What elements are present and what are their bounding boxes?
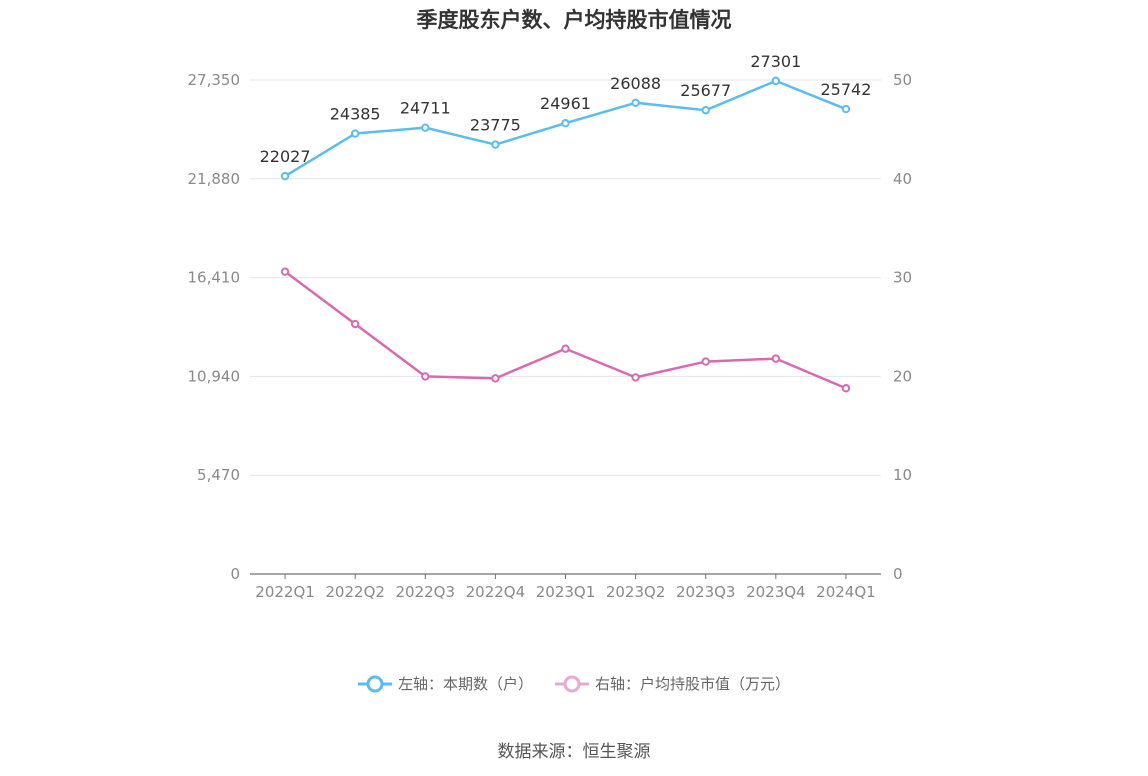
- left-axis-tick-label: 21,880: [188, 170, 241, 188]
- data-label: 26088: [610, 74, 661, 93]
- legend-item-right-axis[interactable]: 右轴：户均持股市值（万元）: [555, 673, 790, 694]
- x-axis-tick-label: 2022Q1: [255, 583, 315, 601]
- data-point: [632, 374, 638, 380]
- data-point: [562, 346, 568, 352]
- right-axis-tick-label: 30: [893, 269, 912, 287]
- data-point: [352, 321, 358, 327]
- data-point: [843, 385, 849, 391]
- data-point: [562, 120, 568, 126]
- data-point: [703, 107, 709, 113]
- data-source: 数据来源：恒生聚源: [0, 737, 1148, 762]
- left-axis-tick-label: 27,350: [188, 71, 241, 89]
- x-axis-tick-label: 2023Q4: [746, 583, 806, 601]
- legend-label: 左轴：本期数（户）: [398, 673, 533, 694]
- data-label: 23775: [470, 116, 521, 135]
- legend-marker-icon: [555, 674, 589, 694]
- right-axis-tick-label: 40: [893, 170, 912, 188]
- left-axis-tick-label: 10,940: [188, 367, 241, 385]
- data-point: [352, 130, 358, 136]
- x-axis-tick-label: 2024Q1: [816, 583, 876, 601]
- data-point: [282, 268, 288, 274]
- data-point: [492, 375, 498, 381]
- right-axis-tick-label: 20: [893, 367, 912, 385]
- data-label: 24711: [400, 99, 451, 118]
- data-point: [282, 173, 288, 179]
- data-label: 25742: [820, 80, 871, 99]
- left-axis-tick-label: 0: [230, 565, 240, 583]
- right-axis-tick-label: 10: [893, 466, 912, 484]
- left-axis-tick-label: 5,470: [197, 466, 240, 484]
- x-axis-tick-label: 2023Q3: [676, 583, 736, 601]
- right-axis-tick-label: 0: [893, 565, 903, 583]
- x-axis-tick-label: 2022Q2: [325, 583, 385, 601]
- data-point: [492, 141, 498, 147]
- legend: 左轴：本期数（户） 右轴：户均持股市值（万元）: [0, 673, 1148, 694]
- legend-item-left-axis[interactable]: 左轴：本期数（户）: [358, 673, 533, 694]
- x-axis-tick-label: 2022Q4: [466, 583, 526, 601]
- data-label: 22027: [260, 147, 311, 166]
- legend-marker-icon: [358, 674, 392, 694]
- x-axis-tick-label: 2023Q2: [606, 583, 666, 601]
- data-point: [843, 106, 849, 112]
- data-point: [422, 373, 428, 379]
- data-label: 24385: [330, 105, 381, 124]
- data-label: 25677: [680, 81, 731, 100]
- data-label: 27301: [750, 52, 801, 71]
- data-point: [773, 78, 779, 84]
- series-line: [285, 272, 846, 389]
- right-axis-tick-label: 50: [893, 71, 912, 89]
- left-axis-tick-label: 16,410: [188, 269, 241, 287]
- data-point: [422, 124, 428, 130]
- x-axis-tick-label: 2022Q3: [396, 583, 456, 601]
- data-point: [632, 100, 638, 106]
- x-axis-tick-label: 2023Q1: [536, 583, 596, 601]
- data-label: 24961: [540, 94, 591, 113]
- data-point: [773, 355, 779, 361]
- legend-label: 右轴：户均持股市值（万元）: [595, 673, 790, 694]
- data-point: [703, 358, 709, 364]
